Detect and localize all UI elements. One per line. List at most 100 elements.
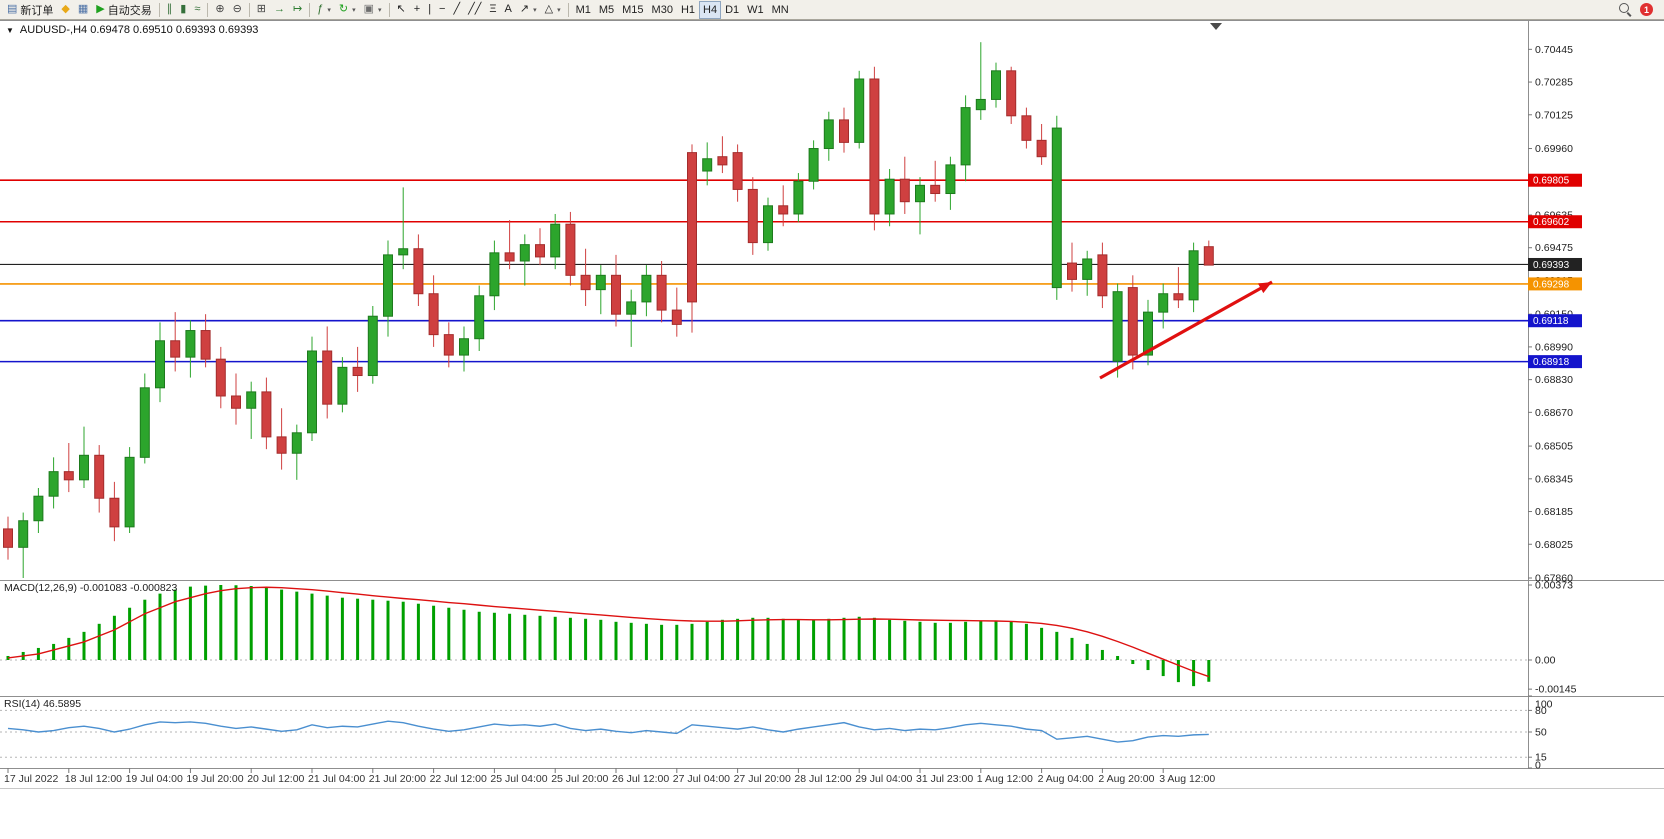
arrows-tool-button[interactable]: ↗ ▾	[516, 1, 541, 19]
candle-body	[352, 366, 363, 377]
time-tick-label: 27 Jul 20:00	[734, 773, 791, 785]
timeframe-m1-button[interactable]: M1	[572, 1, 595, 19]
price-tick-label: 0.68830	[1535, 374, 1573, 386]
candle-body	[915, 184, 925, 203]
hline-tool-button[interactable]: −	[435, 1, 449, 19]
candle-body	[899, 178, 910, 203]
candlestick-chart-button[interactable]: ▮	[176, 1, 190, 19]
candle-body	[124, 456, 135, 528]
price-chart[interactable]: 0.704450.702850.701250.699600.698000.696…	[0, 20, 1664, 839]
timeframe-m15-button[interactable]: M15	[618, 1, 647, 19]
time-tick-label: 31 Jul 23:00	[916, 773, 973, 785]
candle-body	[231, 395, 241, 409]
time-tick-label: 1 Aug 12:00	[977, 773, 1033, 785]
timeframe-m15-button-label: M15	[622, 3, 644, 16]
candle-body	[626, 301, 637, 315]
time-tick-label: 26 Jul 12:00	[612, 773, 669, 785]
candle-body	[884, 178, 895, 215]
candle-body	[1021, 115, 1032, 141]
zoom-in-button[interactable]: ⊕	[211, 1, 228, 19]
trend-arrow-object[interactable]	[1099, 280, 1273, 380]
timeframe-m30-button[interactable]: M30	[648, 1, 677, 19]
timeframe-mn-button-label: MN	[771, 3, 789, 16]
price-tick-label: 0.69475	[1535, 242, 1573, 254]
timeframe-m5-button[interactable]: M5	[595, 1, 618, 19]
zoom-out-button[interactable]: ⊖	[229, 1, 246, 19]
time-tick-label: 20 Jul 12:00	[247, 773, 304, 785]
indicators-button-dropdown-icon[interactable]: ▾	[327, 6, 331, 14]
templates-button-dropdown-icon[interactable]: ▾	[378, 6, 382, 14]
candle-body	[63, 471, 74, 481]
candle-body	[747, 188, 758, 244]
candle-body	[337, 366, 348, 405]
timeframe-d1-button[interactable]: D1	[721, 1, 743, 19]
shapes-tool-button[interactable]: △ ▾	[541, 1, 565, 19]
rsi-tick-label: 100	[1535, 699, 1553, 711]
candle-body	[975, 98, 986, 111]
candle-body	[1082, 258, 1093, 280]
indicators-icon: ƒ	[317, 3, 324, 15]
trendline-tool-button[interactable]: ╱	[449, 1, 464, 19]
fibonacci-icon: Ξ	[489, 3, 497, 15]
toolbar-right-group: 1	[1619, 3, 1661, 16]
bar-chart-button[interactable]: ∥	[163, 1, 177, 19]
candle-body	[504, 252, 515, 262]
candle-body	[717, 156, 728, 166]
templates-button[interactable]: ▣ ▾	[360, 1, 386, 19]
auto-scroll-button[interactable]: →	[270, 1, 289, 19]
timeframe-m5-button-label: M5	[598, 3, 615, 16]
price-tick-label: 0.68025	[1535, 539, 1573, 551]
candle-body	[94, 454, 105, 499]
vline-tool-button[interactable]: |	[424, 1, 435, 19]
time-tick-label: 27 Jul 04:00	[673, 773, 730, 785]
chart-shift-marker[interactable]	[1210, 23, 1222, 30]
timeframe-mn-button[interactable]: MN	[768, 1, 793, 19]
chart-title-ohlc: AUDUSD-,H4 0.69478 0.69510 0.69393 0.693…	[19, 24, 259, 36]
candle-body	[261, 391, 272, 438]
shapes-tool-button-dropdown-icon[interactable]: ▾	[557, 6, 561, 14]
fibonacci-tool-button[interactable]: Ξ	[485, 1, 500, 19]
candle-body	[139, 387, 150, 458]
cursor-tool-button[interactable]: ↖	[393, 1, 410, 19]
candle-body	[778, 205, 789, 215]
time-tick-label: 25 Jul 20:00	[551, 773, 608, 785]
zoom-in-icon: ⊕	[215, 3, 225, 15]
text-tool-button[interactable]: A	[501, 1, 516, 19]
cycles-button[interactable]: ↻ ▾	[335, 1, 360, 19]
candle-body	[33, 495, 44, 522]
metaeditor-button[interactable]: ◆	[57, 1, 73, 19]
notification-badge[interactable]: 1	[1640, 3, 1653, 16]
arrows-tool-button-dropdown-icon[interactable]: ▾	[533, 6, 537, 14]
time-tick-label: 19 Jul 04:00	[126, 773, 183, 785]
timeframe-h4-button[interactable]: H4	[699, 0, 722, 19]
candle-body	[1188, 250, 1199, 301]
new-order-button[interactable]: ▤ 新订单	[3, 1, 57, 19]
candle-body	[519, 244, 530, 262]
crosshair-tool-button[interactable]: +	[410, 1, 424, 19]
tile-windows-button[interactable]: ⊞	[253, 1, 270, 19]
price-tag	[1528, 215, 1582, 229]
candle-body	[291, 432, 302, 454]
timeframe-h1-button[interactable]: H1	[677, 1, 699, 19]
autotrading-button[interactable]: ▶ 自动交易	[92, 1, 155, 19]
search-icon[interactable]	[1619, 3, 1632, 16]
price-tag-label: 0.69805	[1533, 176, 1570, 187]
candle-body	[307, 350, 317, 434]
channel-tool-button[interactable]: ╱╱	[464, 1, 485, 19]
line-chart-button[interactable]: ≈	[190, 1, 204, 19]
price-tick-label: 0.68185	[1535, 506, 1573, 518]
candle-body	[763, 205, 773, 244]
chart-menu-icon[interactable]: ▼	[6, 25, 14, 35]
horizontal-line-icon: −	[439, 3, 446, 15]
candle-body	[185, 330, 196, 358]
candle-body	[459, 338, 469, 356]
price-tick-label: 0.68990	[1535, 341, 1573, 353]
indicators-button[interactable]: ƒ ▾	[313, 1, 335, 19]
timeframe-w1-button[interactable]: W1	[743, 1, 768, 19]
chart-shift-button[interactable]: ↦	[289, 1, 306, 19]
timeframe-m1-button-label: M1	[575, 3, 591, 16]
candlestick-icon: ▮	[180, 3, 187, 15]
cycles-button-dropdown-icon[interactable]: ▾	[352, 6, 356, 14]
data-window-button[interactable]: ▦	[74, 1, 92, 19]
candle-body	[1051, 127, 1062, 289]
